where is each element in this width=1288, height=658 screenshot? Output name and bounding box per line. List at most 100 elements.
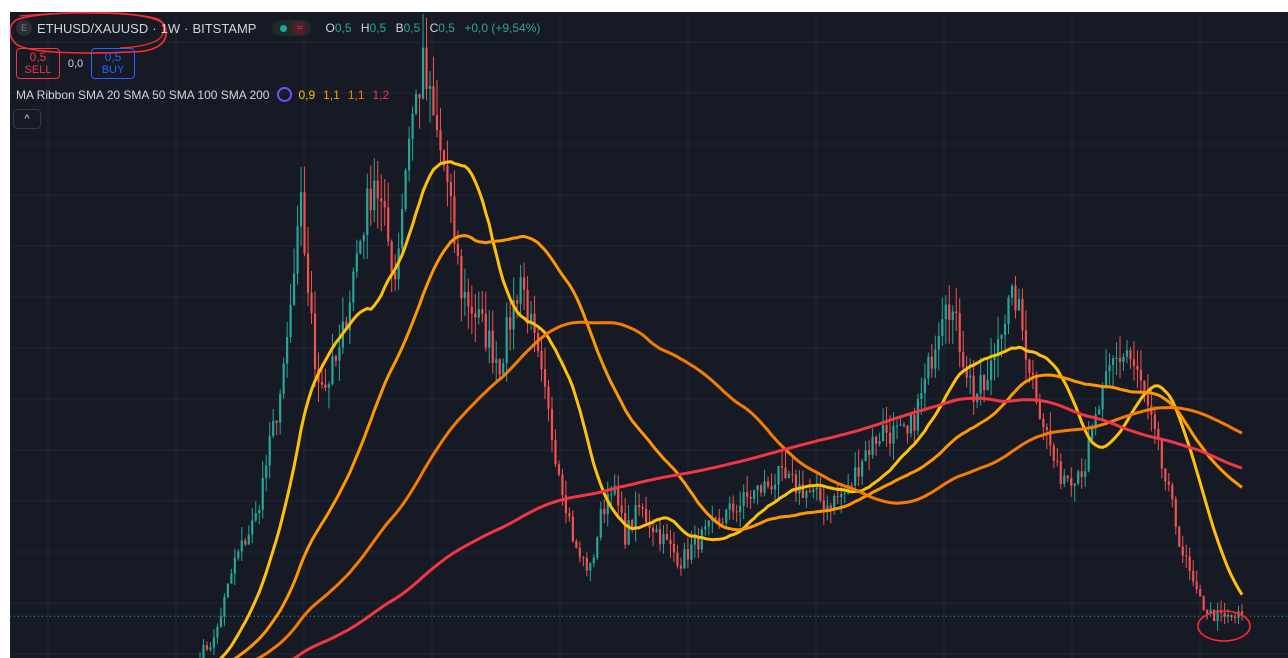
candle-down xyxy=(380,198,383,202)
candle-up xyxy=(404,170,407,210)
candle-up xyxy=(787,473,791,478)
candle-down xyxy=(205,645,209,650)
candle-up xyxy=(592,557,595,564)
candle-down xyxy=(686,549,689,560)
candle-down xyxy=(432,85,435,116)
candle-down xyxy=(836,496,839,498)
candle-up xyxy=(923,378,926,394)
price-chart[interactable] xyxy=(10,12,1288,658)
candles xyxy=(199,13,1244,658)
indicator-legend[interactable]: MA Ribbon SMA 20 SMA 50 SMA 100 SMA 200 … xyxy=(16,87,397,102)
collapse-legend-button[interactable]: ^ xyxy=(13,109,41,129)
candle-up xyxy=(627,520,630,545)
candle-up xyxy=(1000,335,1003,339)
market-status-pill[interactable]: ≈ xyxy=(272,20,312,36)
candle-up xyxy=(683,549,686,569)
candle-down xyxy=(1160,439,1163,469)
candle-up xyxy=(359,241,362,254)
candle-up xyxy=(1073,483,1076,486)
candle-down xyxy=(275,420,278,423)
candle-down xyxy=(578,547,581,558)
candle-down xyxy=(446,165,449,183)
candle-down xyxy=(1181,546,1184,556)
annotation-circle-last-price xyxy=(1197,610,1251,642)
candle-down xyxy=(1021,298,1024,331)
candle-down xyxy=(1066,475,1069,478)
candle-down xyxy=(885,425,888,433)
candle-down xyxy=(672,543,676,553)
candle-down xyxy=(557,464,561,475)
candle-up xyxy=(209,647,212,650)
loading-spinner-icon xyxy=(277,87,293,102)
candle-down xyxy=(631,520,634,529)
candle-down xyxy=(516,300,519,304)
candle-down xyxy=(958,312,961,353)
symbol-name[interactable]: ETHUSD/XAUUSD xyxy=(37,20,149,36)
sell-button[interactable]: 0,5 SELL xyxy=(16,48,60,79)
candle-up xyxy=(895,425,899,427)
sma20-value: 0,9 xyxy=(298,87,316,102)
candle-down xyxy=(453,196,456,244)
candle-down xyxy=(658,529,662,545)
candle-up xyxy=(773,484,777,490)
candle-up xyxy=(230,573,233,584)
candle-down xyxy=(1233,617,1237,619)
candle-up xyxy=(1115,357,1118,359)
candle-up xyxy=(690,544,693,560)
candle-down xyxy=(303,192,306,254)
sma200-line xyxy=(292,396,1243,658)
candle-down xyxy=(1136,365,1139,370)
candle-up xyxy=(1017,298,1021,311)
candle-down xyxy=(972,375,975,403)
candle-up xyxy=(529,313,533,324)
sma100-line xyxy=(255,320,1243,658)
candle-up xyxy=(777,466,780,485)
separator: · xyxy=(152,20,157,36)
candle-up xyxy=(881,425,885,442)
candle-up xyxy=(512,300,515,330)
candle-down xyxy=(568,513,571,517)
candle-down xyxy=(902,424,906,426)
candle-down xyxy=(1028,359,1031,373)
candle-up xyxy=(226,583,229,597)
candle-down xyxy=(1164,468,1167,482)
candle-up xyxy=(728,503,731,510)
candle-down xyxy=(888,432,892,444)
candle-down xyxy=(749,496,752,499)
candle-down xyxy=(1171,484,1174,500)
candle-down xyxy=(857,467,860,477)
candle-up xyxy=(986,380,989,391)
candle-down xyxy=(617,485,620,506)
buy-button[interactable]: 0,5 BUY xyxy=(91,48,135,79)
candle-up xyxy=(272,420,275,436)
candle-up xyxy=(1216,610,1219,621)
candle-up xyxy=(421,47,425,99)
candle-up xyxy=(742,492,745,506)
candle-down xyxy=(1199,589,1202,597)
candle-down xyxy=(1129,350,1132,360)
grid xyxy=(10,12,1288,658)
candle-up xyxy=(1087,439,1090,472)
candle-up xyxy=(401,209,404,249)
candle-down xyxy=(439,130,442,151)
candle-up xyxy=(352,271,355,303)
candle-down xyxy=(948,304,951,320)
candle-down xyxy=(1045,427,1048,430)
symbol-logo-icon: E xyxy=(16,20,32,36)
candle-down xyxy=(470,306,473,314)
annotation-circle-title-2 xyxy=(19,12,165,49)
chart-area[interactable]: E ETHUSD/XAUUSD · 1W · BITSTAMP ≈ O0,5 H… xyxy=(10,12,1288,658)
candle-up xyxy=(951,311,954,320)
candle-up xyxy=(1226,614,1230,617)
candle-up xyxy=(1125,350,1129,357)
candle-up xyxy=(414,94,418,114)
candle-down xyxy=(390,241,393,273)
candle-down xyxy=(801,484,804,498)
candle-up xyxy=(707,520,710,527)
candle-up xyxy=(373,180,376,211)
candle-up xyxy=(219,616,223,627)
candle-up xyxy=(1104,371,1108,386)
candle-down xyxy=(1188,556,1191,571)
candle-up xyxy=(1010,285,1014,298)
interval[interactable]: 1W xyxy=(160,20,181,36)
